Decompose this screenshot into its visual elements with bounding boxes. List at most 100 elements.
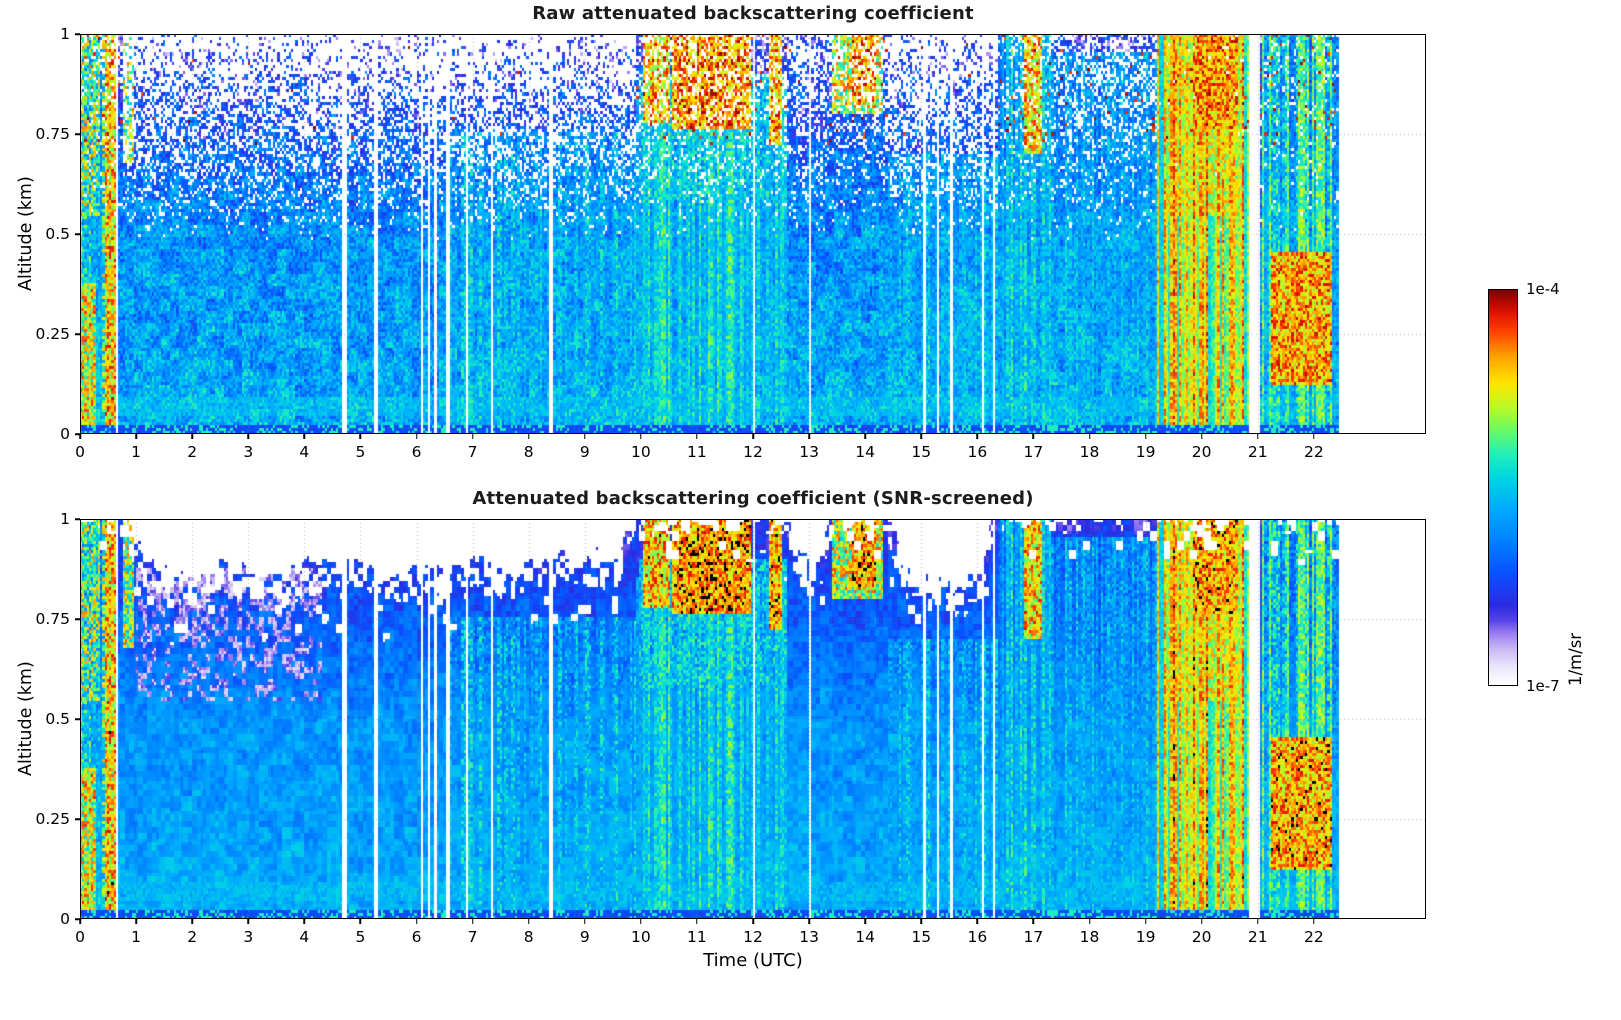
x-tick-mark [640,434,642,439]
screened-y-axis-label: Altitude (km) [16,661,36,777]
y-tick-mark [75,333,80,335]
x-tick-label: 17 [1023,443,1044,461]
raw-y-axis-label: Altitude (km) [16,176,36,292]
x-tick-label: 15 [911,928,932,946]
colorbar-unit-label: 1/m/sr [1566,632,1585,686]
x-tick-mark [1144,919,1147,924]
x-tick-mark [191,434,193,439]
y-tick-mark [75,233,80,235]
x-tick-mark [808,434,810,439]
screened-plot-title: Attenuated backscattering coefficient (S… [472,488,1034,509]
x-tick-mark [1088,919,1091,924]
y-tick-label: 1 [60,25,70,43]
x-tick-label: 19 [1135,928,1156,946]
x-tick-mark [1144,434,1147,439]
x-tick-label: 12 [743,928,763,946]
x-tick-mark [359,434,362,439]
x-tick-mark [527,434,530,439]
y-tick-mark [75,718,80,720]
colorbar-min-label: 1e-7 [1526,677,1560,695]
x-tick-label: 3 [243,928,254,946]
x-tick-mark [1032,919,1035,924]
x-tick-mark [640,919,642,924]
x-tick-label: 18 [1079,443,1100,461]
x-tick-label: 0 [75,443,85,461]
x-tick-label: 8 [523,443,534,461]
x-tick-label: 7 [467,443,478,461]
x-tick-mark [752,434,754,439]
x-tick-label: 11 [687,443,707,461]
x-tick-label: 7 [467,928,478,946]
y-tick-mark [75,33,80,35]
x-tick-label: 18 [1079,928,1100,946]
x-tick-mark [135,919,137,924]
x-tick-mark [1032,434,1035,439]
x-tick-label: 6 [411,928,422,946]
x-tick-label: 3 [243,443,254,461]
x-tick-mark [1257,434,1259,439]
x-tick-mark [808,919,810,924]
x-tick-mark [1257,919,1259,924]
x-tick-mark [696,919,698,924]
y-tick-mark [75,918,80,920]
x-tick-label: 8 [523,928,534,946]
x-tick-mark [79,919,81,924]
x-tick-mark [920,919,922,924]
y-tick-label: 0 [60,910,70,928]
x-tick-label: 22 [1303,928,1324,946]
x-tick-label: 4 [299,928,310,946]
x-tick-label: 13 [799,443,819,461]
x-tick-label: 5 [355,443,366,461]
y-tick-mark [75,133,80,135]
y-tick-label: 0.25 [35,325,70,343]
x-tick-mark [191,919,193,924]
x-tick-mark [471,434,474,439]
x-tick-label: 2 [187,443,198,461]
x-tick-label: 5 [355,928,366,946]
x-tick-label: 12 [743,443,763,461]
x-tick-label: 22 [1303,443,1324,461]
x-tick-mark [864,919,866,924]
x-tick-mark [247,919,249,924]
x-tick-label: 11 [687,928,707,946]
x-tick-mark [303,434,306,439]
x-tick-label: 0 [75,928,85,946]
y-tick-mark [75,618,80,620]
x-tick-mark [303,919,306,924]
x-tick-label: 4 [299,443,310,461]
x-tick-mark [415,434,418,439]
x-tick-label: 13 [799,928,819,946]
x-tick-mark [1200,919,1203,924]
raw-plot-title: Raw attenuated backscattering coefficien… [532,3,974,24]
x-tick-label: 10 [630,443,651,461]
x-tick-label: 21 [1247,443,1268,461]
x-tick-mark [135,434,137,439]
x-tick-label: 1 [131,443,142,461]
y-tick-label: 0 [60,425,70,443]
raw-backscatter-panel: Raw attenuated backscattering coefficien… [16,3,1426,461]
x-tick-mark [415,919,418,924]
y-tick-label: 0.5 [45,710,70,728]
x-tick-label: 16 [967,928,988,946]
x-tick-mark [359,919,362,924]
x-tick-label: 17 [1023,928,1044,946]
x-tick-label: 10 [630,928,651,946]
x-tick-mark [976,434,979,439]
x-tick-mark [584,919,586,924]
x-tick-mark [79,434,81,439]
y-tick-mark [75,518,80,520]
x-tick-mark [864,434,866,439]
raw-heatmap-canvas [80,34,1426,434]
x-tick-mark [471,919,474,924]
colorbar-max-label: 1e-4 [1526,280,1560,298]
y-tick-mark [75,818,80,820]
x-tick-mark [920,434,922,439]
colorbar-gradient-canvas [1488,289,1518,686]
x-tick-label: 14 [855,928,876,946]
x-tick-label: 16 [967,443,988,461]
x-tick-label: 1 [131,928,142,946]
x-tick-mark [1088,434,1091,439]
x-tick-label: 19 [1135,443,1156,461]
x-tick-label: 21 [1247,928,1268,946]
colorbar: 1e-4 1e-7 1/m/sr [1488,280,1585,695]
